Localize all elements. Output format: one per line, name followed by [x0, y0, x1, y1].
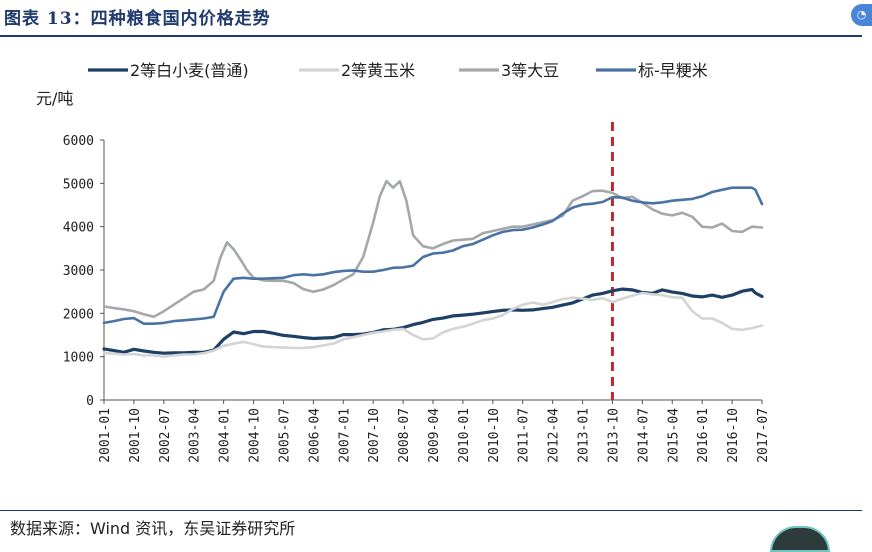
series-line-4	[102, 186, 764, 325]
x-tick-label: 2012-04	[547, 408, 562, 463]
x-tick-label: 2009-04	[427, 408, 442, 463]
legend-label: 2等黄玉米	[341, 61, 415, 80]
legend-item-3: 3等大豆	[459, 61, 559, 80]
x-tick-label: 2001-10	[128, 408, 143, 463]
x-tick-label: 2007-10	[367, 408, 382, 463]
x-tick-label: 2016-01	[696, 408, 711, 463]
x-tick-label: 2007-01	[337, 408, 352, 463]
title-divider	[0, 35, 862, 37]
x-tick-label: 2013-01	[577, 408, 592, 463]
figure-title: 图表 13：四种粮食国内价格走势	[4, 9, 271, 29]
corner-dial-icon[interactable]	[770, 526, 830, 552]
series-layer	[102, 179, 764, 358]
series-line-3	[102, 179, 764, 319]
x-axis: 2001-01 2001-10 2002-07 2003-04 2004-01 2004-…	[98, 399, 771, 463]
x-tick-label: 2004-01	[218, 408, 233, 463]
x-tick-label: 2010-10	[487, 408, 502, 463]
price-line-chart: 2等白小麦(普通) 2等黄玉米 3等大豆 标-早粳米 元/吨 0 1000 2000 300…	[36, 61, 771, 463]
y-axis-label: 元/吨	[36, 89, 73, 108]
y-tick-label: 5000	[63, 177, 94, 192]
legend-label: 3等大豆	[501, 61, 559, 80]
x-tick-label: 2014-07	[636, 408, 651, 463]
y-tick-label: 2000	[63, 307, 94, 322]
legend-label: 标-早粳米	[638, 61, 708, 80]
x-tick-label: 2001-01	[98, 408, 113, 463]
x-tick-label: 2005-07	[277, 408, 292, 463]
x-tick-label: 2002-07	[158, 408, 173, 463]
x-tick-label: 2006-04	[307, 408, 322, 463]
y-axis: 0 1000 2000 3000 4000 5000 6000	[63, 134, 105, 409]
footer-divider	[0, 510, 862, 511]
y-tick-label: 1000	[63, 351, 94, 366]
x-tick-label: 2016-10	[726, 408, 741, 463]
x-tick-label: 2010-01	[457, 408, 472, 463]
x-tick-label: 2013-10	[606, 408, 621, 463]
corner-badge-icon[interactable]: ◔	[851, 4, 872, 26]
y-tick-label: 4000	[63, 221, 94, 236]
y-tick-label: 0	[86, 394, 94, 409]
legend-label: 2等白小麦(普通)	[130, 61, 249, 80]
x-tick-label: 2011-07	[517, 408, 532, 463]
x-tick-label: 2003-04	[188, 408, 203, 463]
source-note: 数据来源：Wind 资讯，东吴证券研究所	[10, 519, 296, 538]
x-tick-label: 2017-07	[756, 408, 771, 463]
legend-item-2: 2等黄玉米	[299, 61, 415, 80]
series-line-2	[102, 291, 764, 358]
series-line-1	[102, 287, 764, 355]
x-tick-label: 2015-04	[666, 408, 681, 463]
x-tick-label: 2004-10	[248, 408, 263, 463]
y-tick-label: 3000	[63, 264, 94, 279]
legend-item-1: 2等白小麦(普通)	[88, 61, 249, 80]
legend-item-4: 标-早粳米	[596, 61, 708, 80]
chart-legend: 2等白小麦(普通) 2等黄玉米 3等大豆 标-早粳米	[88, 61, 708, 80]
y-tick-label: 6000	[63, 134, 94, 149]
x-tick-label: 2008-07	[397, 408, 412, 463]
